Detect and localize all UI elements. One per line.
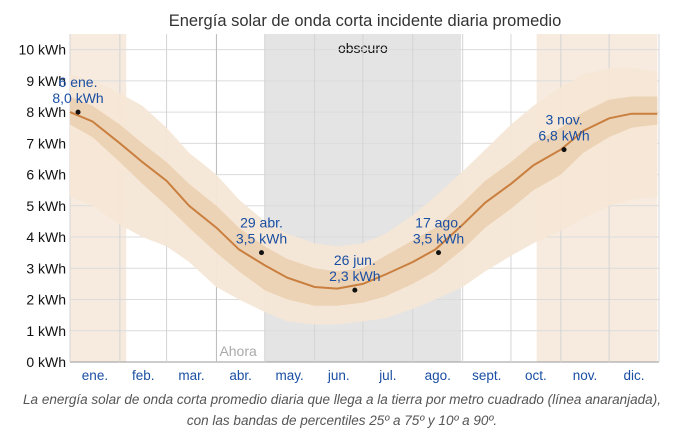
- y-tick-label: 3 kWh: [26, 260, 66, 276]
- chart-title: Energía solar de onda corta incidente di…: [169, 12, 562, 30]
- y-tick-label: 6 kWh: [26, 167, 66, 183]
- annotation-point: [75, 109, 81, 115]
- annotation-point: [352, 287, 358, 293]
- annotation-date: 17 ago.: [415, 215, 462, 231]
- average-line-group: [69, 111, 658, 290]
- x-month-label: ene.: [82, 368, 108, 383]
- y-tick-label: 8 kWh: [26, 104, 66, 120]
- y-tick-label: 1 kWh: [26, 323, 66, 339]
- x-month-label: feb.: [132, 368, 155, 383]
- annotation-date: 6 ene.: [59, 74, 98, 90]
- x-month-label: may.: [276, 368, 304, 383]
- percentile-25-75-band: [70, 96, 658, 306]
- y-tick-label: 9 kWh: [26, 73, 66, 89]
- annotation-point: [561, 147, 567, 153]
- y-tick-label: 2 kWh: [26, 292, 66, 308]
- annotation-value: 8,0 kWh: [52, 90, 103, 106]
- y-tick-label: 5 kWh: [26, 198, 66, 214]
- percentile-10-90-band: [70, 68, 658, 325]
- annotation-date: 29 abr.: [240, 215, 283, 231]
- percentile-bands: [70, 68, 658, 325]
- annotation-value: 3,5 kWh: [413, 231, 464, 247]
- x-month-label: ago.: [425, 368, 451, 383]
- annotation-date: 3 nov.: [545, 112, 582, 128]
- annotation-value: 3,5 kWh: [236, 231, 287, 247]
- chart-caption: La energía solar de onda corta promedio …: [23, 392, 661, 428]
- x-month-label: dic.: [624, 368, 645, 383]
- x-month-label: sept.: [472, 368, 501, 383]
- annotation-point: [436, 250, 442, 256]
- now-label: Ahora: [219, 343, 257, 359]
- y-tick-label: 0 kWh: [26, 354, 66, 370]
- annotation-value: 6,8 kWh: [538, 128, 589, 144]
- x-month-label: jun.: [327, 368, 350, 383]
- y-tick-label: 10 kWh: [19, 42, 66, 58]
- x-month-label: nov.: [573, 368, 598, 383]
- x-month-label: oct.: [525, 368, 547, 383]
- annotation-point: [259, 250, 265, 256]
- y-tick-label: 7 kWh: [26, 135, 66, 151]
- average-line: [69, 111, 658, 290]
- y-tick-label: 4 kWh: [26, 229, 66, 245]
- annotation-date: 26 jun.: [334, 252, 376, 268]
- annotation-value: 2,3 kWh: [329, 268, 380, 284]
- x-month-label: jul.: [378, 368, 396, 383]
- x-month-label: abr.: [229, 368, 252, 383]
- x-month-label: mar.: [178, 368, 204, 383]
- axes: 0 kWh 1 kWh 2 kWh 3 kWh 4 kWh 5 kWh 6 kWh 7 kWh…: [19, 42, 645, 383]
